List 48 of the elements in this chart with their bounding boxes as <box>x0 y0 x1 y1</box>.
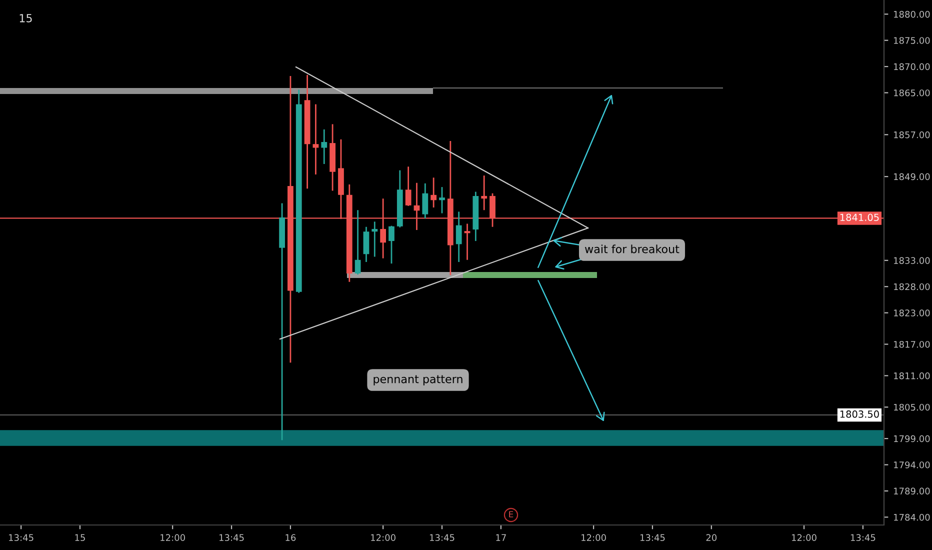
x-tick-label: 20 <box>706 534 717 542</box>
y-tick-label: 1875.00 <box>894 37 930 44</box>
candlestick <box>405 166 412 207</box>
text: 15 <box>20 14 32 22</box>
annotation: pennant pattern <box>374 375 462 386</box>
x-tick-label: 13:45 <box>220 534 244 542</box>
candlestick <box>439 186 445 214</box>
candlestick <box>422 182 428 220</box>
y-tick-label: 1811.00 <box>894 372 930 380</box>
x-tick-label: 13:45 <box>640 534 665 542</box>
x-tick-label: 12:00 <box>160 534 185 542</box>
y-tick-label: 1833.00 <box>894 257 930 264</box>
y-tick-label: 1823.00 <box>894 310 930 316</box>
x-tick-label: 13:45 <box>430 534 454 542</box>
x-tick-label: 17 <box>496 534 506 541</box>
candlestick <box>481 174 488 211</box>
y-tick-label: 1865.00 <box>894 89 930 96</box>
candlestick <box>388 225 394 264</box>
ref-line-label: 1803.50 <box>840 410 879 418</box>
x-tick-label: 13:45 <box>850 534 876 542</box>
annotation: wait for breakout <box>585 244 680 254</box>
y-tick-label: 1789.00 <box>894 488 930 494</box>
candlestick <box>430 176 437 208</box>
y-tick-label: 1870.00 <box>894 63 930 70</box>
x-tick-label: 15 <box>75 534 85 542</box>
candlestick <box>321 128 328 165</box>
annotation: E <box>509 511 514 518</box>
y-tick-label: 1805.00 <box>894 404 930 411</box>
candlestick <box>372 220 378 258</box>
candlestick <box>354 209 361 276</box>
y-tick-label: 1880.00 <box>894 10 930 18</box>
x-tick-label: 12:00 <box>792 534 816 542</box>
y-tick-label: 1849.00 <box>894 173 930 180</box>
y-tick-label: 1817.00 <box>894 340 930 348</box>
candlestick <box>456 210 462 263</box>
candlestick <box>363 226 370 263</box>
y-tick-label: 1857.00 <box>894 131 930 138</box>
x-tick-label: 12:00 <box>582 534 606 542</box>
candlestick <box>464 223 470 261</box>
y-tick-label: 1794.00 <box>894 461 930 468</box>
y-tick-label: 1784.00 <box>894 514 930 521</box>
y-tick-label: 1799.00 <box>894 435 930 442</box>
candlestick <box>312 104 319 176</box>
ref-line-label: 1841.05 <box>840 214 879 222</box>
x-tick-label: 12:00 <box>371 534 396 542</box>
x-tick-label: 16 <box>286 534 296 542</box>
x-tick-label: 13:45 <box>9 534 34 542</box>
y-tick-label: 1828.00 <box>894 283 930 290</box>
